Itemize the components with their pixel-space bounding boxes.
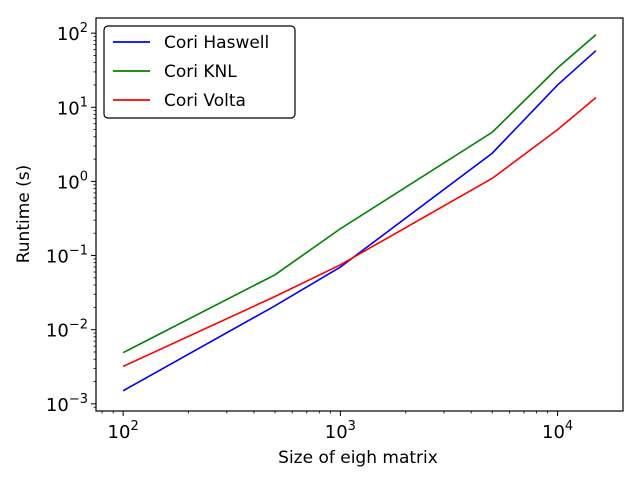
x-tick-label: 103 (325, 419, 356, 443)
series-line-cori-haswell (122, 50, 597, 392)
y-tick-label: 10−2 (46, 318, 88, 342)
plot-area (122, 34, 597, 392)
series-line-cori-knl (122, 34, 597, 354)
legend: Cori Haswell Cori KNL Cori Volta (103, 25, 296, 119)
axes-frame (95, 17, 624, 412)
x-tick-label: 102 (108, 419, 139, 443)
y-tick-label: 101 (57, 95, 88, 119)
legend-entry-label: Cori Haswell (164, 33, 269, 53)
legend-box (103, 25, 296, 119)
y-tick-label: 10−3 (46, 392, 88, 416)
y-axis-label: Runtime (s) (14, 165, 34, 264)
y-tick-label: 100 (57, 169, 88, 193)
y-tick-label: 10−1 (46, 244, 88, 268)
y-tick-label: 102 (57, 21, 88, 45)
y-axis: 10−3 10−2 10−1 100 101 102 (46, 21, 96, 416)
x-tick-label: 104 (542, 419, 573, 443)
x-axis: 102 103 104 (101, 411, 573, 443)
legend-entry-label: Cori KNL (164, 62, 237, 82)
x-axis-label: Size of eigh matrix (278, 448, 438, 468)
series-line-cori-volta (122, 96, 597, 368)
legend-entry-label: Cori Volta (164, 91, 246, 111)
